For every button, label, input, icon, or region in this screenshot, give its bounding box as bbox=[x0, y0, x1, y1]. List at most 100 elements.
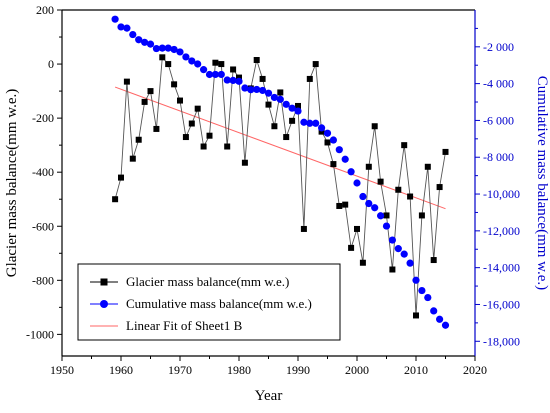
x-tick-label: 1960 bbox=[109, 363, 133, 377]
y-left-tick-label: -800 bbox=[32, 273, 54, 287]
glacier-point bbox=[129, 155, 136, 162]
y-right-tick-label: -6 000 bbox=[483, 113, 514, 127]
glacier-point bbox=[306, 75, 313, 82]
glacier-point bbox=[188, 120, 195, 127]
cumulative-point bbox=[141, 38, 149, 46]
legend-item-cumulative: Cumulative mass balance(mm w.e.) bbox=[90, 296, 312, 311]
cumulative-point bbox=[412, 276, 420, 284]
glacier-point bbox=[300, 225, 307, 232]
glacier-point bbox=[206, 132, 213, 139]
y-axis-left-title: Glacier mass balance(mm w.e.) bbox=[4, 89, 20, 278]
glacier-point bbox=[312, 61, 319, 68]
glacier-point bbox=[377, 178, 384, 185]
cumulative-point bbox=[359, 192, 367, 201]
y-left-tick-label: -400 bbox=[32, 165, 54, 179]
cumulative-point bbox=[377, 212, 385, 220]
linear-fit-line bbox=[114, 86, 446, 210]
glacier-point bbox=[271, 123, 278, 130]
glacier-point bbox=[348, 244, 355, 251]
legend-label-linear-fit: Linear Fit of Sheet1 B bbox=[126, 318, 243, 333]
glacier-point bbox=[283, 134, 290, 141]
glacier-point bbox=[230, 66, 237, 73]
cumulative-point bbox=[241, 84, 249, 92]
cumulative-point bbox=[176, 48, 184, 56]
glacier-point bbox=[330, 161, 337, 168]
glacier-point bbox=[147, 88, 154, 95]
cumulative-point bbox=[229, 76, 237, 84]
cumulative-point bbox=[329, 136, 337, 144]
glacier-point bbox=[336, 202, 343, 209]
cumulative-point bbox=[312, 119, 320, 127]
cumulative-point bbox=[123, 24, 131, 32]
x-tick-label: 1950 bbox=[50, 363, 74, 377]
glacier-point bbox=[171, 81, 178, 88]
glacier-point bbox=[135, 136, 142, 143]
glacier-point bbox=[200, 143, 207, 150]
legend-circle-marker bbox=[100, 300, 108, 308]
glacier-point bbox=[407, 193, 414, 200]
cumulative-point bbox=[253, 85, 261, 94]
glacier-point bbox=[354, 225, 360, 232]
glacier-point bbox=[371, 123, 378, 130]
cumulative-point bbox=[341, 155, 349, 163]
y-left-tick-label: 0 bbox=[48, 57, 54, 71]
glacier-point bbox=[253, 57, 260, 64]
glacier-point bbox=[389, 266, 396, 273]
glacier-point bbox=[265, 101, 272, 108]
x-tick-label: 2020 bbox=[463, 363, 487, 377]
y-axis-right-title: Cumulative mass balance(mm w.e.) bbox=[534, 76, 550, 290]
cumulative-point bbox=[205, 70, 214, 79]
cumulative-point bbox=[217, 70, 225, 79]
cumulative-point bbox=[117, 23, 125, 31]
glacier-point bbox=[159, 54, 166, 61]
glacier-point bbox=[177, 97, 183, 104]
cumulative-point bbox=[436, 315, 444, 323]
cumulative-point bbox=[276, 95, 284, 103]
glacier-point bbox=[182, 134, 189, 141]
glacier-point bbox=[365, 163, 372, 170]
x-tick-label: 1970 bbox=[168, 363, 192, 377]
cumulative-point bbox=[211, 70, 219, 79]
glacier-point bbox=[342, 201, 349, 208]
y-right-tick-label: -2 000 bbox=[483, 40, 514, 54]
cumulative-point bbox=[318, 124, 326, 132]
x-tick-label: 1990 bbox=[286, 363, 310, 377]
glacier-point bbox=[218, 61, 225, 68]
x-tick-label: 1980 bbox=[227, 363, 251, 377]
cumulative-point bbox=[194, 60, 202, 68]
legend-box bbox=[77, 263, 341, 341]
cumulative-point bbox=[371, 204, 379, 212]
cumulative-point bbox=[323, 129, 332, 137]
glacier-point bbox=[141, 98, 148, 105]
cumulative-point bbox=[306, 119, 314, 127]
glacier-point bbox=[165, 61, 172, 68]
cumulative-point bbox=[382, 222, 391, 230]
cumulative-point bbox=[282, 100, 290, 108]
cumulative-point bbox=[223, 76, 231, 84]
y-right-tick-label: -10,000 bbox=[483, 187, 520, 201]
cumulative-point bbox=[353, 179, 361, 187]
cumulative-point bbox=[424, 293, 432, 302]
cumulative-point bbox=[418, 286, 426, 295]
glacier-point bbox=[212, 59, 219, 66]
cumulative-point bbox=[264, 89, 273, 97]
glacier-point bbox=[383, 212, 390, 219]
glacier-point bbox=[436, 184, 443, 191]
cumulative-point bbox=[129, 30, 137, 39]
legend-square-marker bbox=[100, 278, 108, 286]
glacier-point bbox=[430, 257, 437, 264]
glacier-point bbox=[324, 139, 331, 146]
glacier-point bbox=[318, 128, 325, 135]
cumulative-point bbox=[158, 44, 166, 52]
y-left-tick-label: 200 bbox=[36, 3, 54, 17]
glacier-point bbox=[123, 78, 130, 85]
glacier-point bbox=[418, 212, 425, 219]
glacier-point bbox=[277, 89, 284, 96]
glacier-point bbox=[395, 186, 402, 193]
x-tick-label: 2000 bbox=[345, 363, 369, 377]
glacier-point bbox=[424, 163, 431, 170]
glacier-point bbox=[289, 117, 296, 124]
cumulative-point bbox=[188, 57, 196, 65]
